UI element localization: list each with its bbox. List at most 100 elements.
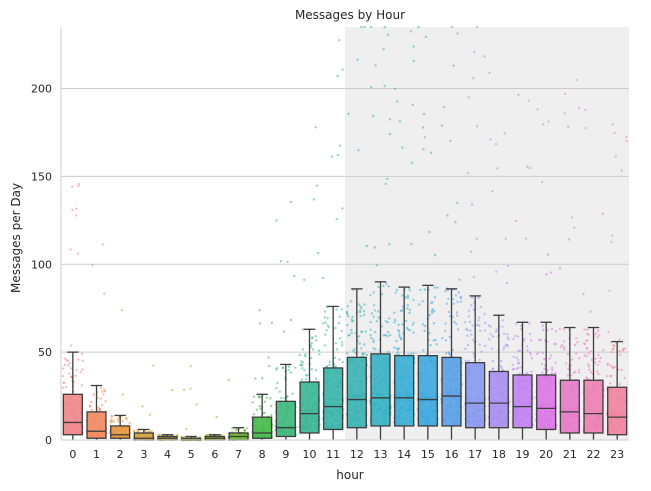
strip-point	[596, 370, 599, 373]
strip-point	[326, 316, 329, 320]
strip-point	[528, 322, 531, 325]
box-iqr	[536, 374, 557, 431]
strip-point	[267, 356, 270, 359]
strip-point	[442, 105, 446, 109]
strip-point	[558, 267, 562, 270]
strip-point	[611, 365, 615, 369]
strip-point	[411, 323, 414, 326]
strip-point	[340, 341, 344, 344]
strip-point	[360, 307, 363, 310]
strip-point	[372, 340, 375, 344]
strip-point	[540, 362, 544, 366]
box-23	[607, 340, 628, 440]
strip-point	[263, 400, 267, 403]
strip-point	[408, 311, 411, 315]
box-iqr	[110, 425, 131, 439]
strip-point	[552, 342, 556, 346]
box-iqr	[441, 356, 462, 427]
strip-point	[388, 118, 392, 121]
chart-title: Messages by Hour	[295, 8, 405, 22]
strip-point	[206, 434, 209, 437]
strip-point	[96, 396, 100, 399]
strip-point	[304, 353, 307, 356]
strip-point	[495, 270, 498, 273]
strip-point	[357, 303, 361, 306]
strip-point	[314, 369, 318, 372]
strip-point	[444, 339, 448, 342]
strip-point	[412, 298, 415, 302]
strip-point	[496, 167, 499, 170]
strip-point	[334, 365, 337, 368]
strip-point	[483, 312, 486, 316]
strip-point	[263, 411, 266, 414]
strip-point	[370, 312, 374, 315]
strip-point	[589, 310, 592, 313]
strip-point	[583, 354, 586, 357]
strip-point	[386, 321, 389, 324]
box-22	[583, 326, 604, 440]
strip-point	[441, 337, 444, 340]
strip-point	[492, 335, 495, 338]
strip-point	[406, 307, 409, 310]
strip-point	[584, 108, 587, 112]
strip-point	[523, 337, 526, 341]
strip-point	[372, 315, 375, 318]
strip-point	[475, 323, 479, 327]
strip-point	[99, 397, 103, 400]
strip-point	[596, 336, 599, 339]
strip-point	[65, 359, 68, 362]
strip-point	[448, 315, 452, 318]
strip-point	[408, 308, 411, 312]
box-iqr	[133, 432, 154, 441]
strip-point	[335, 308, 338, 311]
strip-point	[500, 366, 504, 370]
strip-point	[463, 321, 467, 324]
strip-point	[570, 374, 573, 377]
strip-point	[243, 429, 247, 432]
strip-point	[182, 388, 186, 391]
strip-point	[259, 395, 262, 399]
strip-point	[357, 149, 360, 152]
strip-point	[517, 366, 520, 369]
strip-point	[430, 309, 434, 312]
strip-point	[577, 368, 581, 372]
strip-point	[80, 384, 84, 387]
strip-point	[337, 322, 341, 325]
strip-point	[317, 349, 321, 352]
strip-point	[157, 433, 161, 436]
strip-point	[287, 365, 291, 368]
strip-point	[389, 333, 392, 337]
strip-point	[491, 347, 494, 350]
strip-point	[369, 320, 372, 324]
x-tick-label: 2	[117, 448, 124, 461]
strip-point	[419, 288, 422, 291]
strip-point	[358, 311, 362, 314]
box-19	[512, 321, 533, 440]
strip-point	[537, 351, 541, 354]
strip-point	[77, 183, 81, 186]
strip-point	[424, 35, 428, 39]
strip-point	[541, 351, 544, 354]
strip-point	[548, 357, 551, 360]
box-iqr	[62, 393, 83, 436]
strip-point	[601, 212, 604, 215]
strip-point	[372, 304, 376, 307]
x-tick-label: 7	[235, 448, 242, 461]
strip-point	[618, 382, 621, 386]
strip-point	[372, 338, 375, 342]
strip-point	[62, 381, 66, 384]
strip-point	[483, 329, 487, 332]
strip-point	[417, 25, 420, 29]
strip-point	[570, 216, 573, 219]
strip-point	[500, 359, 503, 363]
strip-point	[304, 378, 308, 381]
strip-point	[399, 309, 403, 313]
box-12	[346, 288, 367, 440]
box-6	[204, 434, 225, 441]
strip-point	[528, 332, 531, 336]
strip-point	[341, 68, 344, 71]
box-iqr	[252, 416, 273, 439]
x-tick-label: 9	[282, 448, 289, 461]
x-tick-label: 14	[397, 448, 411, 461]
strip-point	[64, 385, 68, 389]
